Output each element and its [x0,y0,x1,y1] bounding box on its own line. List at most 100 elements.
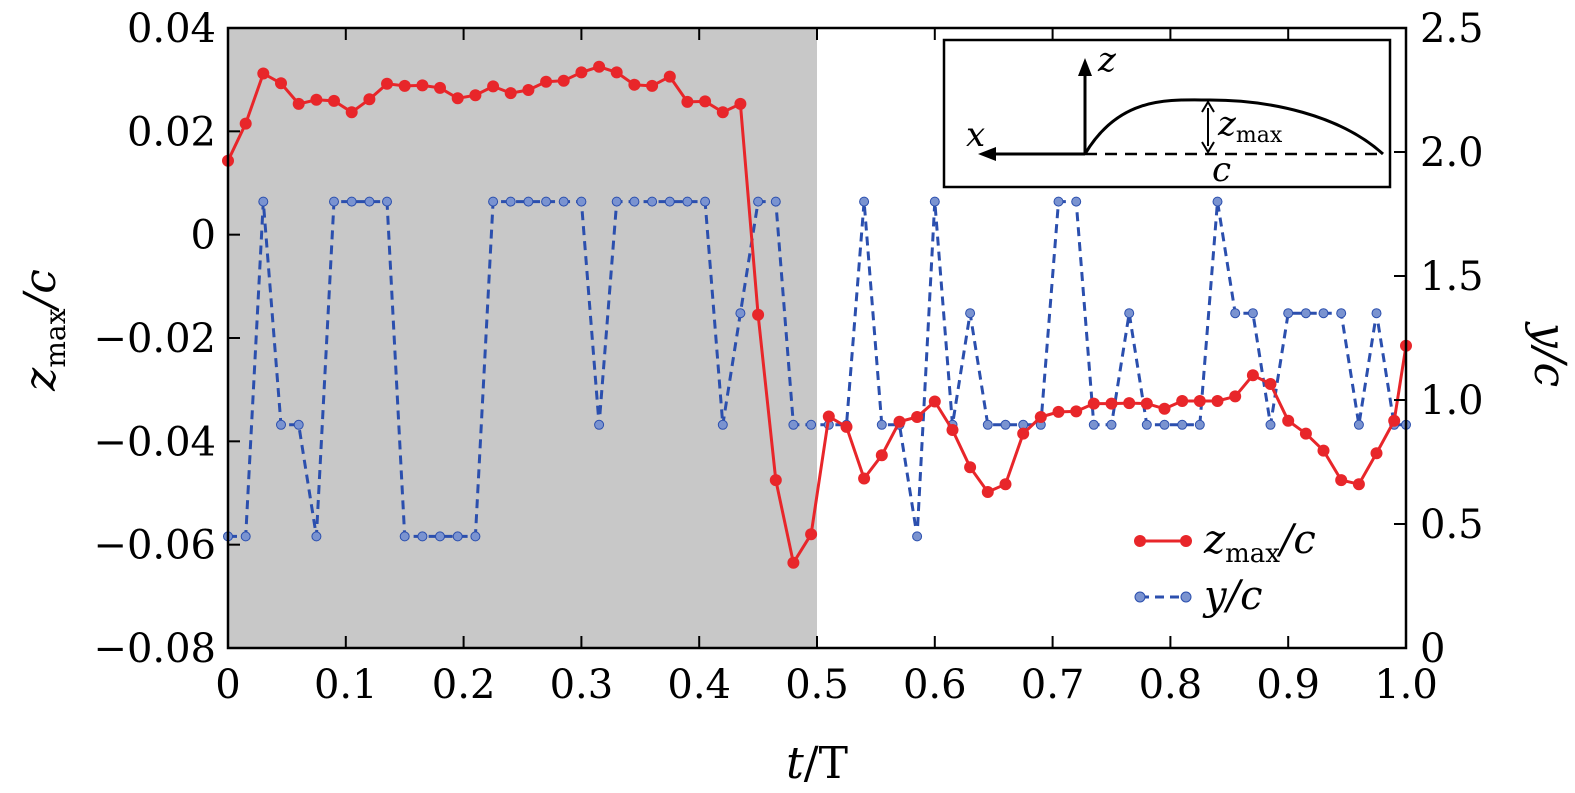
data-point-yc-60 [1283,308,1294,319]
data-point-zmax-63 [1335,474,1348,487]
data-point-zmax-28 [716,106,729,119]
legend-label-yc: y/c [1202,573,1263,619]
data-point-zmax-40 [928,395,941,408]
shaded-first-half-region [228,28,817,648]
data-point-yc-43 [982,419,993,430]
y-left-label-sub: max [39,308,72,367]
data-point-yc-20 [576,196,587,207]
data-point-yc-26 [682,196,693,207]
data-point-zmax-60 [1282,414,1295,427]
legend-yc-main: y [1202,573,1228,619]
data-point-zmax-41 [946,424,959,436]
x-ticks: 0 0.1 0.2 0.3 0.4 0.5 0.6 0.7 0.8 0.9 1.0 [215,28,1438,708]
x-tick-label-0: 0 [215,662,240,708]
data-point-yc-51 [1124,308,1135,319]
data-point-yc-16 [505,196,516,207]
data-point-zmax-11 [416,79,429,92]
data-point-zmax-6 [328,94,340,107]
x-tick-label-7: 0.7 [1021,662,1085,708]
data-point-zmax-31 [769,474,782,487]
shaded-region-layer [228,28,817,648]
data-point-yc-57 [1230,308,1241,319]
x-tick-label-4: 0.4 [667,662,731,708]
data-point-zmax-8 [363,93,376,106]
data-point-yc-18 [541,196,552,207]
x-axis-label-rest: /T [804,738,848,789]
data-point-zmax-39 [911,411,924,423]
legend: zmax/c y/c [1134,517,1316,619]
data-point-zmax-2 [257,67,270,80]
data-point-zmax-47 [1052,405,1065,418]
data-point-yc-25 [664,196,675,207]
data-point-yc-54 [1177,419,1188,430]
y-left-tick-label-3: −0.02 [93,316,216,362]
data-point-yc-28 [717,419,728,430]
data-point-zmax-5 [310,93,323,106]
data-point-yc-32 [788,419,799,430]
data-point-zmax-55 [1193,395,1206,407]
data-point-yc-62 [1318,308,1329,319]
data-point-zmax-18 [540,75,553,88]
data-point-zmax-9 [381,77,393,90]
data-point-yc-56 [1212,196,1223,207]
y-left-label-main: z [15,367,66,392]
y-right-axis-label: y/c [1524,321,1575,387]
data-point-zmax-33 [805,528,818,541]
y-left-tick-label-0: −0.08 [93,626,216,672]
data-point-zmax-61 [1299,427,1312,440]
data-point-zmax-37 [875,449,888,462]
data-point-zmax-21 [593,60,606,73]
data-point-yc-1 [240,531,251,542]
data-point-zmax-42 [964,461,977,474]
data-point-zmax-4 [292,97,305,110]
data-point-zmax-22 [610,66,623,79]
data-point-yc-31 [770,196,781,207]
legend-label-zmax: zmax/c [1203,517,1316,569]
data-point-yc-6 [329,196,339,207]
legend-zmax-main: z [1203,517,1226,563]
inset-zmax-main: z [1217,104,1237,144]
inset-x-label: x [966,115,985,155]
data-point-zmax-53 [1158,402,1171,415]
data-point-zmax-30 [752,308,765,321]
y-left-tick-label-6: 0.04 [127,6,216,52]
inset-zmax-arrowhead-bottom-icon [1201,141,1215,154]
data-point-yc-27 [700,196,711,207]
x-tick-label-9: 0.9 [1256,662,1320,708]
data-point-yc-19 [558,196,569,207]
data-point-yc-52 [1141,419,1152,430]
data-point-yc-24 [647,196,658,207]
data-point-yc-47 [1053,196,1064,207]
data-point-zmax-35 [840,420,853,433]
y-right-tick-label-1: 0.5 [1420,502,1484,548]
data-point-yc-63 [1336,308,1347,319]
data-point-yc-3 [276,419,286,430]
data-point-yc-22 [611,196,622,207]
inset-chord-label: c [1212,150,1231,190]
inset-x-arrowhead-icon [978,147,996,161]
x-tick-label-5: 0.5 [785,662,849,708]
y-right-tick-label-3: 1.5 [1420,254,1484,300]
data-point-yc-15 [488,196,499,207]
inset-zmax-label: zmax [1217,104,1283,148]
data-point-zmax-38 [893,415,906,428]
data-point-zmax-23 [628,78,641,91]
data-point-zmax-20 [575,66,588,79]
inset-frame [942,38,1392,189]
data-point-yc-4 [293,419,304,430]
legend-swatch-zmax-marker-right [1180,535,1192,547]
data-point-yc-48 [1071,196,1082,207]
x-tick-label-2: 0.2 [432,662,496,708]
y-left-axis-label: zmax/c [15,269,72,392]
inset-zmax-sub: max [1236,123,1283,148]
y-right-ticks: 0 0.5 1.0 1.5 2.0 2.5 [1394,6,1484,672]
data-point-zmax-49 [1087,397,1100,410]
data-point-zmax-43 [981,486,994,498]
data-point-zmax-10 [398,79,411,92]
x-axis-label-main: t [786,738,804,789]
data-point-zmax-57 [1229,390,1242,403]
data-point-zmax-16 [504,87,517,100]
data-point-yc-11 [417,531,428,542]
data-point-zmax-46 [1034,411,1047,423]
data-point-yc-13 [452,531,463,542]
